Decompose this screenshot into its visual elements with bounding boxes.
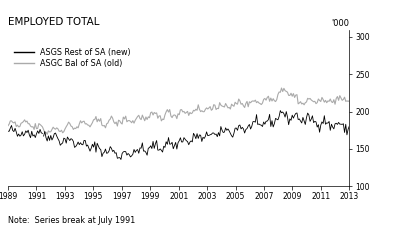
- Text: '000: '000: [331, 19, 349, 28]
- Text: EMPLOYED TOTAL: EMPLOYED TOTAL: [8, 17, 99, 27]
- Text: Note:  Series break at July 1991: Note: Series break at July 1991: [8, 216, 135, 225]
- Legend: ASGS Rest of SA (new), ASGC Bal of SA (old): ASGS Rest of SA (new), ASGC Bal of SA (o…: [12, 46, 132, 69]
